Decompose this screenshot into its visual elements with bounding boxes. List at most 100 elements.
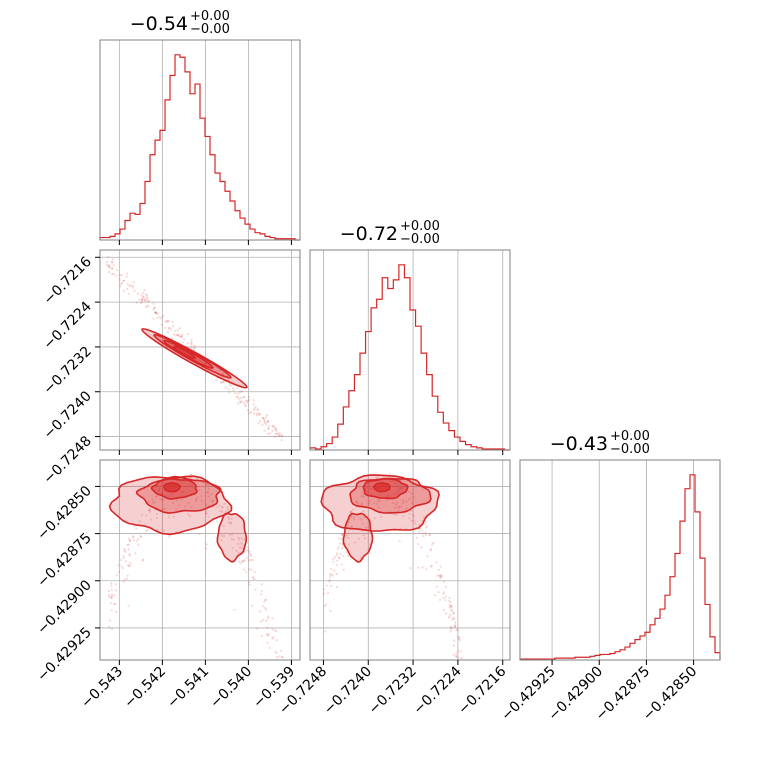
sample-point xyxy=(211,499,214,502)
sample-point xyxy=(192,346,195,349)
sample-point xyxy=(222,525,225,528)
sample-point xyxy=(430,564,433,567)
sample-point xyxy=(132,281,135,284)
sample-point xyxy=(428,534,431,537)
sample-point xyxy=(144,293,147,296)
sample-point xyxy=(346,537,350,540)
contour-level xyxy=(320,474,440,532)
sample-point xyxy=(422,532,425,535)
sample-point xyxy=(128,539,131,543)
sample-point xyxy=(460,656,463,660)
sample-point xyxy=(410,492,413,495)
sample-point xyxy=(442,608,445,612)
sample-point xyxy=(239,562,242,565)
sample-point xyxy=(151,501,154,505)
param-title-sup-2: +0.00 xyxy=(400,219,440,234)
sample-point xyxy=(412,496,415,499)
sample-point xyxy=(222,372,225,375)
sample-point xyxy=(248,550,251,553)
sample-point xyxy=(216,506,219,509)
sample-point xyxy=(262,619,265,622)
sample-point xyxy=(144,306,147,309)
sample-point xyxy=(158,316,161,319)
sample-point xyxy=(181,498,184,501)
sample-point xyxy=(238,546,242,549)
contour-level xyxy=(342,512,374,563)
sample-point xyxy=(253,570,256,574)
sample-point xyxy=(190,342,193,345)
sample-point xyxy=(275,432,278,435)
sample-point xyxy=(207,495,210,498)
sample-point xyxy=(388,473,391,476)
sample-point xyxy=(402,501,405,505)
sample-point xyxy=(210,493,213,496)
sample-point xyxy=(220,539,223,542)
sample-point xyxy=(420,546,423,549)
param-title-1: −0.54 xyxy=(130,13,188,35)
sample-point xyxy=(281,434,284,437)
sample-point xyxy=(399,479,403,482)
sample-point xyxy=(126,574,129,577)
sample-point xyxy=(152,302,155,305)
sample-point xyxy=(126,272,129,275)
sample-point xyxy=(207,487,210,491)
sample-point xyxy=(412,515,416,518)
sample-point xyxy=(122,580,125,583)
sample-point xyxy=(155,311,158,314)
panel-frame xyxy=(99,39,301,241)
sample-point xyxy=(421,529,424,532)
sample-point xyxy=(448,606,451,609)
sample-point xyxy=(267,427,270,430)
sample-point xyxy=(375,476,378,479)
sample-point xyxy=(186,333,189,336)
sample-point xyxy=(238,400,242,403)
sample-point xyxy=(249,554,252,558)
sample-point xyxy=(350,525,353,528)
sample-point xyxy=(200,499,203,502)
sample-point xyxy=(147,500,150,504)
sample-point xyxy=(338,556,341,560)
sample-point xyxy=(115,269,119,272)
sample-point xyxy=(126,543,129,546)
sample-point xyxy=(408,512,411,515)
sample-point xyxy=(115,274,118,277)
sample-point xyxy=(437,574,441,577)
sample-point xyxy=(444,585,448,589)
sample-point xyxy=(429,548,432,551)
sample-point xyxy=(232,538,235,541)
sample-point xyxy=(329,576,332,579)
sample-point xyxy=(146,300,149,303)
sample-point xyxy=(127,604,130,607)
sample-point xyxy=(396,491,399,494)
sample-point xyxy=(264,606,267,610)
sample-point xyxy=(115,610,118,614)
sample-point xyxy=(234,392,237,395)
sample-point xyxy=(141,559,144,562)
sample-point xyxy=(240,542,243,545)
sample-point xyxy=(425,568,428,571)
sample-point xyxy=(271,429,274,432)
sample-point xyxy=(455,655,458,658)
sample-point xyxy=(127,548,130,551)
sample-point xyxy=(362,534,365,537)
sample-point xyxy=(231,547,234,550)
sample-point xyxy=(340,533,343,536)
sample-point xyxy=(405,507,408,510)
panel-frame xyxy=(99,249,301,451)
sample-point xyxy=(340,538,343,541)
sample-point xyxy=(145,514,148,517)
sample-point xyxy=(207,515,210,518)
sample-point xyxy=(401,486,404,490)
sample-point xyxy=(399,487,403,490)
contours-p1-p3 xyxy=(108,475,248,563)
sample-point xyxy=(169,328,173,331)
sample-point xyxy=(110,588,113,591)
sample-point xyxy=(272,636,275,639)
sample-point xyxy=(141,298,144,301)
sample-point xyxy=(174,329,177,332)
sample-point xyxy=(153,306,156,309)
sample-point xyxy=(155,311,158,314)
sample-point xyxy=(168,326,171,329)
sample-point xyxy=(122,279,125,282)
sample-point xyxy=(186,342,190,345)
